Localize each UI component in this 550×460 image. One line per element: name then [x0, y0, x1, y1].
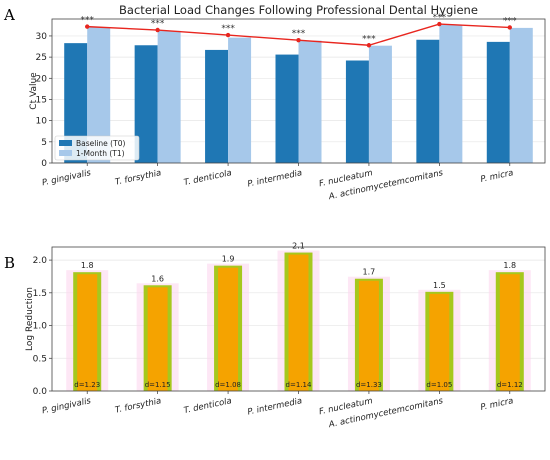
chart-b-ytick-label: 0.0 — [33, 387, 48, 397]
chart-a-ytick-label: 20 — [36, 74, 48, 84]
chart-b-ytick-label: 1.5 — [33, 289, 47, 299]
chart-a-trend-point — [85, 24, 90, 29]
chart-a-ytick-label: 10 — [36, 117, 48, 127]
chart-b-bar — [358, 280, 379, 391]
chart-b-ytick-label: 1.0 — [33, 322, 48, 332]
chart-a-category-label: P. intermedia — [247, 168, 304, 189]
chart-b-category-label: P. micra — [480, 396, 515, 413]
chart-a-bar-one-month — [87, 27, 111, 164]
chart-b-value-label: 1.8 — [81, 261, 94, 270]
chart-a-bar-baseline — [134, 45, 158, 164]
chart-a-significance: *** — [292, 29, 306, 39]
chart-b-ytick-label: 0.5 — [33, 354, 47, 364]
chart-a-bar-one-month — [157, 30, 181, 163]
chart-b-category-label: T. denticola — [183, 396, 233, 416]
chart-b-value-label: 1.9 — [222, 255, 235, 264]
chart-a-bar-one-month — [228, 37, 252, 163]
chart-b-bar — [77, 274, 98, 391]
chart-a-significance: *** — [503, 16, 517, 26]
chart-a-bar-baseline — [64, 43, 88, 164]
chart-a-bar-baseline — [345, 60, 369, 163]
chart-b-effect-size-label: d=1.08 — [215, 381, 241, 389]
panel-a-chart: Bacterial Load Changes Following Profess… — [29, 3, 546, 202]
chart-a-significance: *** — [80, 16, 94, 26]
chart-a-trend-point — [366, 43, 372, 48]
chart-a-legend-swatch — [59, 140, 72, 146]
chart-b-category-label: P. gingivalis — [41, 396, 92, 416]
panel-b-chart: 0.0 0.5 1.0 1.5 2.0 Log Reduction 1.8 d=1.23 1.6… — [25, 242, 546, 430]
chart-a-significance: *** — [151, 19, 165, 29]
chart-b-value-label: 1.8 — [503, 261, 516, 270]
chart-a-significance: *** — [433, 13, 447, 23]
chart-a-bar-one-month — [509, 27, 533, 163]
chart-b-effect-size-label: d=1.15 — [145, 381, 171, 389]
chart-a-bar-baseline — [416, 39, 440, 163]
chart-b-ytick-label: 2.0 — [33, 256, 48, 266]
chart-b-bar — [147, 287, 168, 391]
chart-a-legend: Baseline (T0)1-Month (T1) — [54, 135, 140, 161]
chart-a-ytick-label: 0 — [41, 159, 47, 169]
chart-b-effect-size-label: d=1.05 — [426, 381, 452, 389]
chart-a-trend-point — [507, 25, 512, 30]
chart-a-bar-one-month — [439, 24, 463, 163]
chart-b-effect-size-label: d=1.12 — [497, 381, 523, 389]
chart-b-ylabel: Log Reduction — [25, 287, 35, 351]
chart-a-legend-label: Baseline (T0) — [76, 139, 125, 148]
chart-b-value-label: 1.7 — [363, 268, 376, 277]
chart-a-category-label: T. denticola — [183, 168, 233, 188]
chart-a-ytick-label: 5 — [41, 138, 47, 148]
chart-a-ytick-label: 15 — [36, 95, 47, 105]
chart-b-category-label: P. intermedia — [247, 396, 304, 417]
panel-label-b: B — [4, 254, 15, 272]
chart-b-bar — [499, 274, 520, 391]
chart-b-effect-size-label: d=1.14 — [286, 381, 312, 389]
chart-b-effect-size-label: d=1.23 — [74, 381, 100, 389]
chart-a-ylabel: Ct Value — [29, 72, 39, 110]
panel-label-a: A — [3, 6, 15, 24]
chart-b-effect-size-label: d=1.33 — [356, 381, 382, 389]
chart-b-value-label: 1.6 — [151, 274, 164, 283]
chart-a-legend-swatch — [59, 150, 72, 156]
chart-a-bar-one-month — [368, 45, 392, 163]
chart-a-bar-baseline — [486, 41, 510, 163]
chart-a-category-label: P. gingivalis — [41, 168, 92, 188]
chart-b-category-label: T. forsythia — [114, 396, 162, 416]
chart-a-significance: *** — [221, 24, 235, 34]
chart-a-bar-baseline — [275, 54, 299, 163]
chart-b-bar — [429, 293, 450, 391]
chart-a-ytick-label: 25 — [36, 53, 47, 63]
chart-a-legend-box — [54, 135, 140, 161]
chart-a-ytick-label: 30 — [36, 32, 48, 42]
chart-a-trend-point — [155, 27, 160, 33]
chart-b-bar — [218, 267, 239, 391]
chart-a-trend-point — [296, 37, 301, 43]
chart-b-value-label: 2.1 — [292, 242, 305, 251]
chart-a-category-label: T. forsythia — [114, 168, 162, 188]
chart-a-title: Bacterial Load Changes Following Profess… — [119, 3, 478, 17]
chart-a-bar-one-month — [298, 40, 322, 163]
chart-a-legend-label: 1-Month (T1) — [76, 149, 125, 158]
chart-a-trend-point — [225, 32, 231, 38]
chart-a-category-label: P. micra — [480, 168, 515, 185]
chart-a-bar-baseline — [205, 49, 229, 163]
chart-b-bar — [288, 254, 309, 391]
chart-a-significance: *** — [362, 34, 376, 44]
chart-b-value-label: 1.5 — [433, 281, 446, 290]
chart-a-trend-point — [437, 21, 442, 27]
